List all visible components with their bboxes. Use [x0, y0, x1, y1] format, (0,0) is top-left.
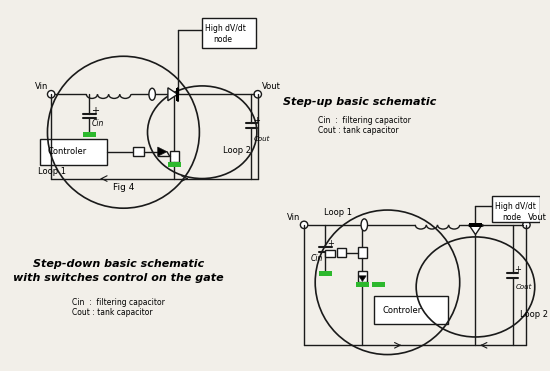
- Text: Vout: Vout: [528, 213, 547, 222]
- Text: Loop 1: Loop 1: [38, 167, 66, 175]
- Ellipse shape: [149, 88, 156, 100]
- Text: Loop 2: Loop 2: [520, 310, 548, 319]
- Polygon shape: [469, 225, 482, 234]
- Text: Cout: Cout: [515, 284, 532, 290]
- Bar: [176, 88, 179, 101]
- Bar: [356, 282, 369, 287]
- Text: +: +: [253, 116, 260, 125]
- Text: Vout: Vout: [261, 82, 280, 91]
- Bar: [337, 248, 346, 257]
- Text: Cout: Cout: [254, 136, 271, 142]
- Text: Cout : tank capacitor: Cout : tank capacitor: [318, 126, 399, 135]
- Ellipse shape: [361, 219, 367, 231]
- Bar: [358, 247, 367, 258]
- Bar: [358, 271, 367, 282]
- Text: Controler: Controler: [383, 306, 422, 315]
- Bar: [40, 139, 107, 165]
- Text: High dV/dt: High dV/dt: [205, 24, 246, 33]
- Bar: [469, 223, 482, 227]
- Text: node: node: [502, 213, 521, 222]
- Text: Vin: Vin: [288, 213, 301, 222]
- Text: +: +: [91, 106, 99, 116]
- Text: node: node: [213, 35, 232, 44]
- Text: +: +: [514, 265, 521, 274]
- Circle shape: [47, 91, 55, 98]
- Bar: [372, 282, 384, 287]
- Bar: [326, 250, 334, 257]
- Bar: [168, 162, 181, 167]
- Text: Cin: Cin: [92, 119, 104, 128]
- Polygon shape: [359, 276, 366, 281]
- Text: Cin  :  filtering capacitor: Cin : filtering capacitor: [318, 116, 411, 125]
- Text: Loop 2: Loop 2: [223, 146, 251, 155]
- Text: Cout : tank capacitor: Cout : tank capacitor: [73, 308, 153, 317]
- Bar: [170, 151, 179, 162]
- Bar: [319, 271, 332, 276]
- Bar: [82, 132, 96, 137]
- Text: Step-up basic schematic: Step-up basic schematic: [283, 97, 436, 106]
- Text: Cin  :  filtering capacitor: Cin : filtering capacitor: [73, 298, 166, 307]
- Text: High dV/dt: High dV/dt: [495, 202, 536, 211]
- Bar: [373, 296, 448, 324]
- Bar: [133, 147, 144, 156]
- Text: Cin: Cin: [311, 254, 323, 263]
- Text: Controler: Controler: [47, 147, 87, 156]
- Text: +: +: [327, 239, 334, 248]
- Circle shape: [522, 221, 530, 229]
- Polygon shape: [168, 88, 178, 101]
- Text: Loop 1: Loop 1: [323, 209, 351, 217]
- Circle shape: [254, 91, 261, 98]
- Text: with switches control on the gate: with switches control on the gate: [14, 273, 224, 283]
- Bar: [202, 18, 256, 48]
- Polygon shape: [158, 147, 167, 156]
- Circle shape: [300, 221, 308, 229]
- Text: Fig 4: Fig 4: [113, 183, 134, 192]
- Text: Step-down basic schematic: Step-down basic schematic: [33, 259, 205, 269]
- Bar: [492, 196, 540, 222]
- Text: Vin: Vin: [35, 82, 48, 91]
